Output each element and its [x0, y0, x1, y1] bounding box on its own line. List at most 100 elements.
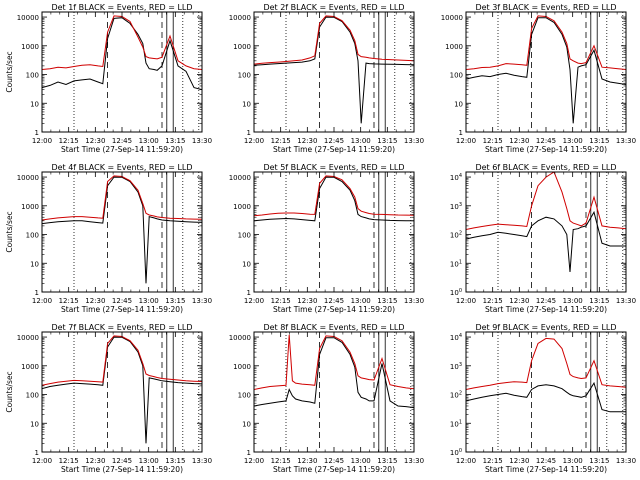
x-tick-label: 12:15: [483, 297, 503, 305]
lld-series-line: [254, 15, 414, 65]
x-tick-label: 13:30: [616, 457, 636, 465]
x-tick-label: 12:45: [112, 137, 132, 145]
plot-frame: [41, 331, 203, 453]
y-tick-label: 10000: [229, 174, 251, 182]
panel-title: Det 8f BLACK = Events, RED = LLD: [263, 323, 404, 332]
x-tick-label: 13:00: [563, 137, 583, 145]
x-tick-label: 13:30: [404, 297, 424, 305]
y-tick-label: 101: [450, 259, 462, 268]
x-tick-label: 12:15: [59, 137, 79, 145]
plot-frame: [465, 171, 627, 293]
panel-title: Det 9f BLACK = Events, RED = LLD: [475, 323, 616, 332]
y-tick-label: 1000: [233, 43, 251, 51]
x-tick-label: 13:00: [563, 297, 583, 305]
y-tick-label: 100: [450, 288, 462, 297]
x-tick-label: 13:30: [616, 297, 636, 305]
panel-title: Det 1f BLACK = Events, RED = LLD: [51, 3, 192, 12]
events-series-line: [254, 337, 414, 409]
x-tick-label: 12:00: [32, 297, 52, 305]
y-tick-label: 10000: [17, 174, 39, 182]
panel-title: Det 7f BLACK = Events, RED = LLD: [51, 323, 192, 332]
y-tick-label: 100: [450, 448, 462, 457]
x-tick-label: 12:00: [32, 457, 52, 465]
lld-series-line: [254, 334, 414, 390]
x-tick-label: 12:15: [271, 137, 291, 145]
x-tick-label: 13:00: [351, 457, 371, 465]
panel-2: 1 10 100 1000 10000 12:00 12:15 12:30 12:45 13:00…: [229, 3, 424, 154]
x-tick-label: 12:45: [324, 137, 344, 145]
x-tick-label: 12:45: [536, 457, 556, 465]
lld-series-line: [466, 15, 626, 70]
y-tick-label: 1: [35, 449, 39, 457]
y-tick-label: 10000: [17, 14, 39, 22]
x-tick-label: 13:00: [563, 457, 583, 465]
x-tick-label: 12:00: [456, 297, 476, 305]
x-tick-label: 12:45: [324, 297, 344, 305]
plot-frame: [253, 171, 415, 293]
panel-title: Det 6f BLACK = Events, RED = LLD: [475, 163, 616, 172]
y-tick-label: 103: [450, 202, 462, 211]
panel-6: 100 101 102 103 104 12:00 12:15 12:30 12:45 13:00…: [450, 163, 636, 314]
y-tick-label: 10: [30, 420, 39, 428]
x-tick-label: 12:15: [59, 457, 79, 465]
x-tick-label: 12:00: [244, 457, 264, 465]
lld-series-line: [254, 175, 414, 217]
x-tick-label: 13:15: [165, 297, 185, 305]
events-series-line: [42, 17, 202, 91]
x-tick-label: 13:30: [192, 297, 212, 305]
y-tick-label: 10: [30, 100, 39, 108]
x-tick-label: 13:30: [404, 457, 424, 465]
y-tick-label: 100: [26, 72, 39, 80]
y-tick-label: 1: [459, 129, 463, 137]
y-tick-label: 104: [450, 173, 462, 182]
x-axis-label: Start Time (27-Sep-14 11:59:20): [485, 305, 607, 314]
x-tick-label: 13:00: [351, 137, 371, 145]
panel-title: Det 5f BLACK = Events, RED = LLD: [263, 163, 404, 172]
x-tick-label: 13:15: [165, 137, 185, 145]
x-tick-label: 12:15: [59, 297, 79, 305]
y-tick-label: 10: [30, 260, 39, 268]
panel-7: 1 10 100 1000 10000 12:00 12:15 12:30 12:45 13:00…: [5, 323, 212, 474]
x-axis-label: Start Time (27-Sep-14 11:59:20): [61, 145, 183, 154]
x-tick-label: 12:45: [536, 297, 556, 305]
y-tick-label: 1000: [233, 363, 251, 371]
x-tick-label: 12:30: [85, 457, 105, 465]
x-tick-label: 12:45: [112, 297, 132, 305]
x-tick-label: 12:30: [85, 137, 105, 145]
x-axis-label: Start Time (27-Sep-14 11:59:20): [273, 305, 395, 314]
x-tick-label: 13:00: [351, 297, 371, 305]
panel-8: 1 10 100 1000 10000 12:00 12:15 12:30 12:45 13:00…: [229, 323, 424, 474]
lld-series-line: [42, 335, 202, 386]
x-tick-label: 12:30: [509, 137, 529, 145]
x-axis-label: Start Time (27-Sep-14 11:59:20): [485, 465, 607, 474]
y-tick-label: 1: [247, 449, 251, 457]
plot-frame: [253, 331, 415, 453]
y-tick-label: 100: [450, 72, 463, 80]
x-tick-label: 13:15: [589, 297, 609, 305]
y-tick-label: 1: [35, 289, 39, 297]
lld-series-line: [466, 337, 626, 390]
panel-9: 100 101 102 103 104 12:00 12:15 12:30 12:45 13:00…: [450, 323, 636, 474]
plot-frame: [41, 171, 203, 293]
y-tick-label: 1: [247, 129, 251, 137]
events-series-line: [466, 210, 626, 272]
x-tick-label: 12:00: [456, 457, 476, 465]
y-tick-label: 100: [26, 392, 39, 400]
events-series-line: [42, 336, 202, 444]
y-tick-label: 1: [247, 289, 251, 297]
plot-frame: [465, 11, 627, 133]
x-tick-label: 12:00: [32, 137, 52, 145]
x-tick-label: 12:30: [297, 297, 317, 305]
plot-frame: [465, 331, 627, 453]
y-tick-label: 1000: [21, 203, 39, 211]
y-tick-label: 10: [242, 260, 251, 268]
y-axis-label: Counts/sec: [5, 371, 14, 412]
y-tick-label: 10000: [17, 334, 39, 342]
y-tick-label: 1000: [445, 43, 463, 51]
x-axis-label: Start Time (27-Sep-14 11:59:20): [485, 145, 607, 154]
y-tick-label: 102: [450, 391, 462, 400]
panel-1: 1 10 100 1000 10000 12:00 12:15 12:30 12:45 13:00…: [5, 3, 212, 154]
y-tick-label: 1000: [21, 43, 39, 51]
x-tick-label: 13:00: [139, 137, 159, 145]
events-series-line: [466, 17, 626, 124]
